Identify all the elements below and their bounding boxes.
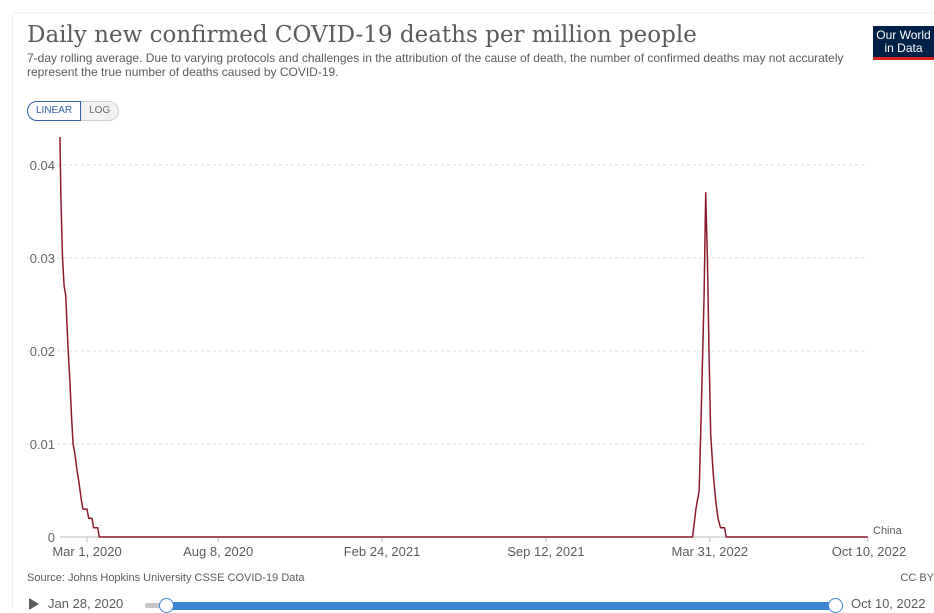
timeline-start-label: Jan 28, 2020 xyxy=(48,596,124,611)
logo-line-1: Our World xyxy=(876,28,931,42)
logo-line-2: in Data xyxy=(884,40,923,55)
x-tick-label: Mar 31, 2022 xyxy=(672,544,749,559)
y-tick-label: 0 xyxy=(48,530,55,545)
x-tick-label: Aug 8, 2020 xyxy=(183,544,253,559)
scale-toggle: LINEAR LOG xyxy=(27,101,120,121)
timeline: Jan 28, 2020 Oct 10, 2022 xyxy=(0,594,934,613)
line-chart: 0 0.01 0.02 0.03 0.04 Mar 1, 2020 Aug 8, 2020… xyxy=(27,136,906,559)
source-note[interactable]: Source: Johns Hopkins University CSSE CO… xyxy=(27,572,305,584)
series-layer: China xyxy=(59,136,903,538)
x-tick-label: Oct 10, 2022 xyxy=(832,544,906,559)
y-tick-label: 0.02 xyxy=(30,344,55,359)
x-tick-label: Mar 1, 2020 xyxy=(52,544,121,559)
timeline-end-handle[interactable] xyxy=(828,598,843,613)
chart-frame xyxy=(12,12,934,610)
linear-scale-button[interactable]: LINEAR xyxy=(27,101,82,121)
y-axis-tick-labels: 0 0.01 0.02 0.03 0.04 xyxy=(30,158,55,545)
chart-subtitle: 7-day rolling average. Due to varying pr… xyxy=(27,51,844,79)
y-tick-label: 0.04 xyxy=(30,158,55,173)
y-tick-label: 0.03 xyxy=(30,251,55,266)
x-tick-label: Sep 12, 2021 xyxy=(507,544,584,559)
owid-logo[interactable]: Our World in Data xyxy=(873,26,934,60)
timeline-start-handle[interactable] xyxy=(159,598,174,613)
x-axis-tick-labels: Mar 1, 2020 Aug 8, 2020 Feb 24, 2021 Sep 12… xyxy=(52,537,906,559)
x-tick-label: Feb 24, 2021 xyxy=(344,544,421,559)
chart-title: Daily new confirmed COVID-19 deaths per … xyxy=(27,22,697,48)
timeline-track[interactable] xyxy=(166,602,836,610)
series-line-china[interactable] xyxy=(59,136,868,538)
play-icon[interactable] xyxy=(29,598,39,610)
log-scale-button[interactable]: LOG xyxy=(81,101,120,121)
series-label[interactable]: China xyxy=(873,525,903,537)
timeline-track-start[interactable] xyxy=(145,603,167,608)
gridlines xyxy=(27,164,868,445)
timeline-end-label: Oct 10, 2022 xyxy=(851,596,926,611)
license-label[interactable]: CC BY xyxy=(900,572,934,584)
y-tick-label: 0.01 xyxy=(30,437,55,452)
